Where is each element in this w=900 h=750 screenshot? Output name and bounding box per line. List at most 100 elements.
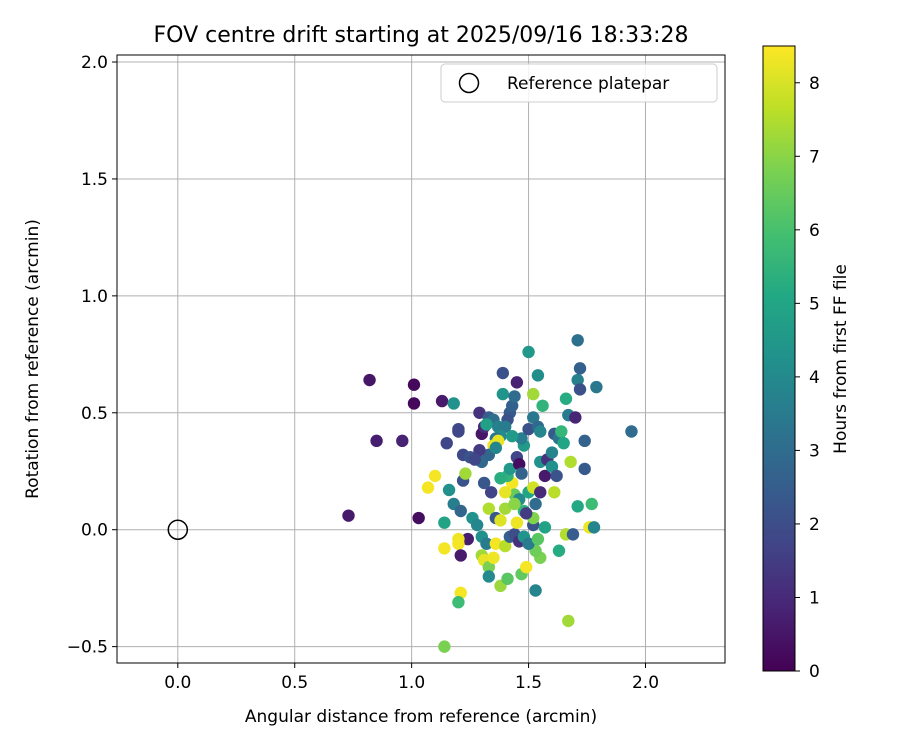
data-point <box>557 436 570 450</box>
data-point <box>513 458 526 471</box>
data-point <box>571 373 584 387</box>
colorbar-tick-label: 2 <box>809 515 820 535</box>
x-axis-ticks: 0.0 0.5 1.0 1.5 2.0 <box>164 663 659 693</box>
data-point <box>527 387 540 401</box>
data-point <box>454 549 467 562</box>
data-point <box>477 476 491 490</box>
colorbar-ticks: 0 1 2 3 4 5 6 7 8 <box>795 74 820 682</box>
data-point <box>520 560 533 574</box>
data-point <box>482 570 496 583</box>
data-point <box>494 472 507 485</box>
legend-reference-marker <box>458 72 480 94</box>
colorbar-tick-label: 4 <box>809 368 820 388</box>
data-point <box>522 537 535 550</box>
data-point <box>396 434 409 448</box>
y-tick-label: 0.0 <box>81 521 108 541</box>
x-tick-label: 1.0 <box>398 673 425 693</box>
data-point <box>454 586 467 600</box>
data-point <box>503 462 517 476</box>
data-point <box>520 507 533 520</box>
data-point <box>470 518 484 532</box>
data-point <box>529 584 542 597</box>
data-point <box>538 469 552 483</box>
colorbar <box>762 45 796 672</box>
data-point <box>571 334 584 347</box>
y-tick-label: 0.5 <box>81 404 108 424</box>
data-point <box>508 390 521 403</box>
reference-platepar-marker <box>167 519 189 540</box>
data-point <box>480 418 493 431</box>
y-tick-label: 1.0 <box>81 287 108 307</box>
colorbar-tick-label: 8 <box>809 74 820 94</box>
data-point <box>585 497 598 511</box>
data-point <box>534 425 547 438</box>
data-point <box>482 502 496 515</box>
data-point <box>484 486 498 499</box>
data-point <box>452 596 465 609</box>
data-point <box>515 467 528 480</box>
data-point <box>564 455 577 469</box>
colorbar-tick-label: 7 <box>809 147 820 167</box>
data-point <box>562 614 575 628</box>
data-point <box>625 425 638 438</box>
data-point <box>555 425 568 438</box>
colorbar-tick-label: 0 <box>809 662 820 682</box>
data-point <box>566 528 580 541</box>
data-point <box>522 345 535 359</box>
data-point <box>442 483 456 497</box>
data-point <box>438 542 451 555</box>
data-point <box>498 539 512 553</box>
y-tick-label: 2.0 <box>81 53 108 73</box>
data-point <box>571 500 584 513</box>
data-point <box>421 481 435 494</box>
data-point <box>498 502 512 515</box>
data-point <box>452 537 465 550</box>
data-point <box>407 378 421 391</box>
data-point <box>473 406 486 419</box>
legend-box <box>440 63 718 103</box>
data-point <box>552 544 566 557</box>
reference-layer <box>167 519 189 540</box>
data-point <box>494 514 507 527</box>
data-point <box>531 369 545 382</box>
y-axis-ticks: −0.5 0.0 0.5 1.0 1.5 2.0 <box>67 53 117 658</box>
chart-title: FOV centre drift starting at 2025/09/16 … <box>154 23 689 48</box>
data-point <box>342 509 355 522</box>
data-point <box>370 434 383 448</box>
data-point <box>569 411 582 424</box>
data-point <box>438 516 451 529</box>
data-point <box>573 362 587 375</box>
data-point <box>522 422 535 436</box>
data-point <box>428 469 442 483</box>
data-point <box>548 486 561 499</box>
data-point <box>496 387 510 401</box>
data-point <box>550 469 563 483</box>
data-point <box>498 486 512 499</box>
data-point <box>506 429 519 443</box>
x-tick-label: 0.0 <box>164 673 191 693</box>
x-axis-label: Angular distance from reference (arcmin) <box>245 707 597 727</box>
data-point <box>573 383 587 396</box>
data-point <box>480 537 493 550</box>
data-point <box>452 425 465 438</box>
data-point <box>461 532 474 546</box>
data-point <box>527 411 540 424</box>
legend-label: Reference platepar <box>507 74 669 94</box>
data-point <box>459 467 472 480</box>
x-tick-label: 2.0 <box>632 673 659 693</box>
y-tick-label: −0.5 <box>67 638 108 658</box>
colorbar-label: Hours from first FF file <box>831 264 851 454</box>
colorbar-tick-label: 5 <box>809 294 820 314</box>
data-point <box>468 453 481 466</box>
data-point <box>587 521 601 534</box>
data-point <box>529 497 542 511</box>
plot-area-frame <box>116 54 726 664</box>
data-point <box>538 521 552 534</box>
data-point <box>508 497 521 511</box>
grid-lines <box>117 55 725 663</box>
data-point <box>501 572 514 586</box>
data-point <box>454 504 467 518</box>
data-point <box>578 462 591 476</box>
data-point <box>440 436 453 450</box>
